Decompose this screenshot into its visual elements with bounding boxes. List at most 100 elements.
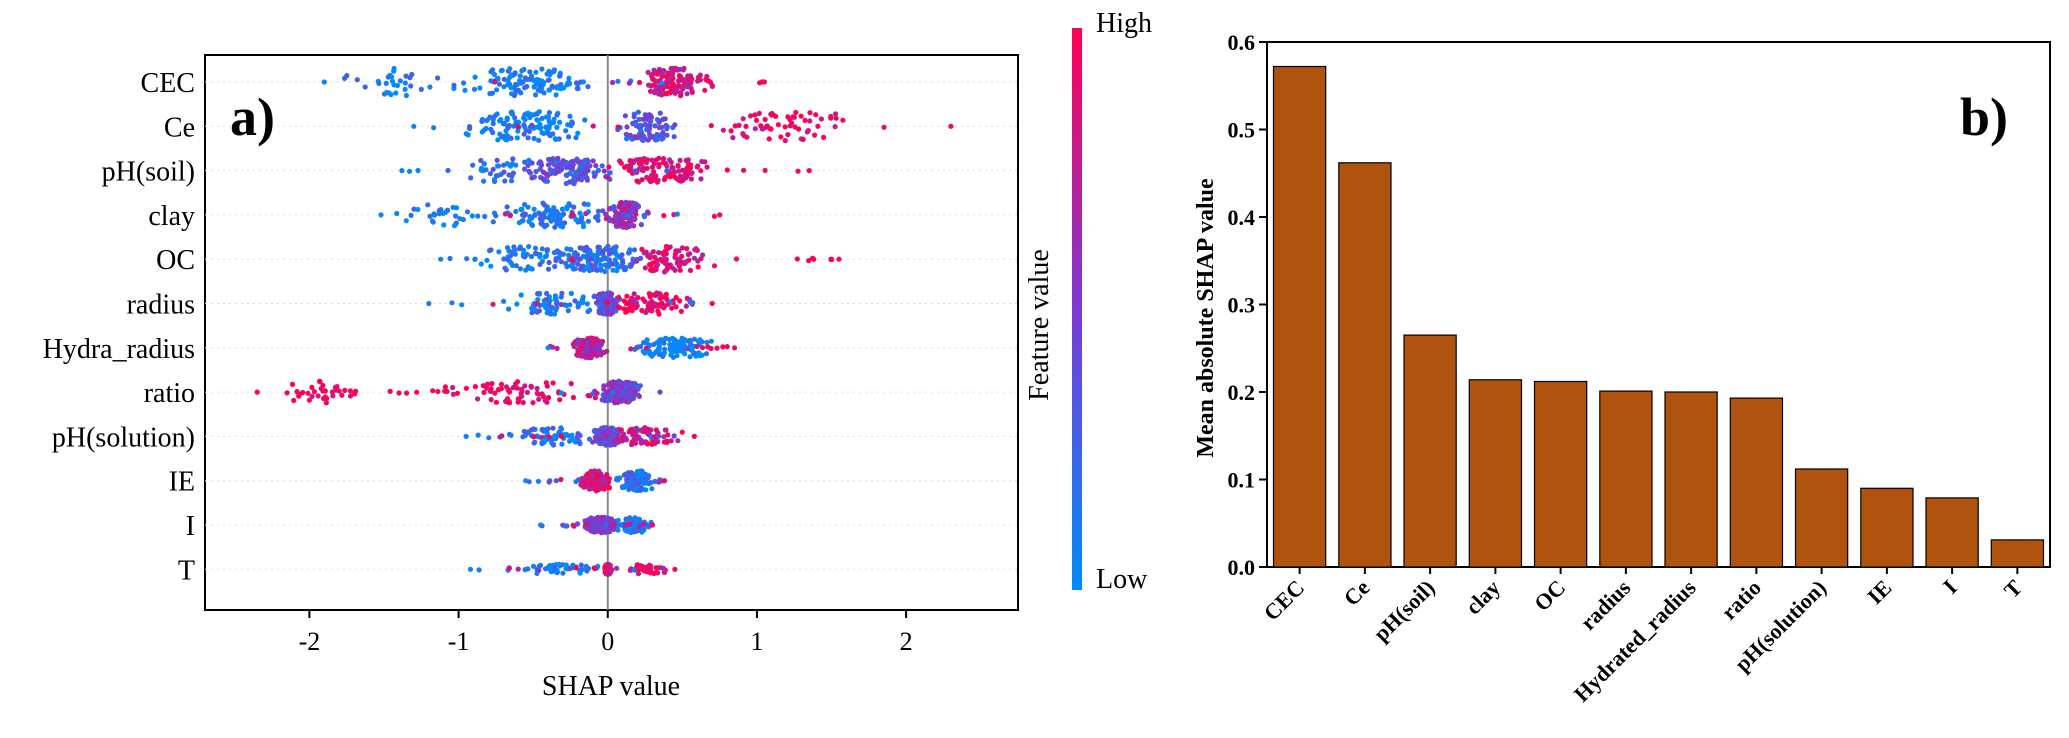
beeswarm-point [622, 164, 628, 170]
beeswarm-point [698, 168, 704, 174]
beeswarm-point [661, 213, 667, 219]
beeswarm-point [330, 393, 336, 399]
beeswarm-point [611, 206, 617, 212]
beeswarm-point [431, 211, 437, 217]
beeswarm-point [612, 400, 618, 406]
beeswarm-point [436, 211, 442, 217]
beeswarm-points [254, 65, 954, 577]
bar [1599, 390, 1653, 568]
beeswarm-point [514, 82, 520, 88]
beeswarm-point [531, 84, 537, 90]
beeswarm-point [543, 380, 549, 386]
beeswarm-point [807, 118, 813, 124]
beeswarm-point [543, 427, 549, 433]
beeswarm-point [300, 389, 306, 396]
beeswarm-point [478, 157, 484, 164]
beeswarm-point [610, 390, 616, 396]
beeswarm-point [321, 79, 327, 85]
beeswarm-point [494, 87, 500, 93]
beeswarm-point [527, 69, 533, 75]
beeswarm-point [495, 75, 501, 81]
beeswarm-point [522, 159, 528, 165]
beeswarm-point [810, 255, 816, 261]
beeswarm-point [309, 393, 315, 399]
beeswarm-point [460, 80, 467, 86]
beeswarm-point [389, 78, 395, 84]
beeswarm-point [629, 470, 635, 477]
beeswarm-point [667, 90, 673, 96]
beeswarm-point [567, 302, 573, 308]
beeswarm-point [615, 432, 621, 439]
beeswarm-point [531, 206, 537, 212]
beeswarm-point [408, 212, 414, 218]
beeswarm-point [554, 301, 560, 307]
beeswarm-point [778, 134, 784, 140]
beeswarm-point [512, 115, 518, 121]
beeswarm-point [684, 246, 690, 252]
beeswarm-point [521, 247, 527, 253]
beeswarm-point [397, 78, 403, 84]
beeswarm-point [558, 390, 565, 396]
feature-label: OC [156, 245, 195, 276]
beeswarm-point [616, 397, 622, 403]
bar [1664, 391, 1718, 568]
beeswarm-point [600, 208, 606, 214]
beeswarm-point [617, 158, 623, 164]
beeswarm-point [566, 170, 573, 177]
beeswarm-point [477, 85, 483, 91]
beeswarm-point [629, 308, 635, 314]
beeswarm-point [691, 255, 698, 261]
beeswarm-point [584, 177, 591, 183]
beeswarm-point [488, 126, 494, 132]
beeswarm-point [596, 257, 602, 264]
beeswarm-point [630, 432, 636, 438]
beeswarm-point [582, 117, 588, 123]
beeswarm-point [585, 260, 592, 266]
beeswarm-point [555, 155, 561, 161]
beeswarm-point [554, 112, 560, 118]
beeswarm-point [626, 521, 633, 527]
beeswarm-point [806, 168, 812, 174]
beeswarm-point [671, 134, 677, 140]
beeswarm-point [782, 124, 788, 130]
beeswarm-point [664, 132, 670, 138]
beeswarm-point [462, 87, 468, 93]
beeswarm-point [689, 170, 695, 176]
beeswarm-point [546, 259, 552, 266]
beeswarm-point [644, 440, 650, 446]
beeswarm-point [394, 82, 400, 89]
beeswarm-point [418, 86, 424, 92]
beeswarm-point [769, 112, 775, 118]
beeswarm-point [475, 213, 481, 219]
beeswarm-point [720, 344, 726, 350]
beeswarm-point [709, 83, 715, 89]
beeswarm-point [570, 158, 577, 164]
beeswarm-point [782, 138, 788, 144]
beeswarm-point [631, 436, 637, 442]
beeswarm-point [589, 485, 595, 491]
y-tick-label: 0.1 [1228, 468, 1256, 493]
beeswarm-point [520, 251, 527, 257]
y-tick-label: 0.5 [1228, 118, 1256, 143]
beeswarm-point [647, 294, 653, 300]
beeswarm-point [563, 180, 569, 187]
beeswarm-point [484, 257, 490, 263]
beeswarm-point [647, 88, 654, 94]
beeswarm-point [658, 132, 664, 138]
beeswarm-point [558, 301, 564, 308]
beeswarm-point [467, 566, 474, 572]
beeswarm-point [431, 125, 437, 131]
beeswarm-point [604, 348, 610, 354]
beeswarm-point [643, 487, 649, 493]
beeswarm-point [485, 381, 491, 387]
beeswarm-point [646, 123, 653, 129]
x-tick-label: -2 [299, 627, 321, 656]
feature-label: pH(soil) [102, 157, 195, 188]
beeswarm-point [584, 348, 590, 354]
beeswarm-point [736, 122, 742, 128]
beeswarm-point [573, 135, 579, 141]
beeswarm-point [833, 115, 839, 121]
x-tick-label: -1 [448, 627, 470, 656]
beeswarm-point [644, 165, 650, 171]
